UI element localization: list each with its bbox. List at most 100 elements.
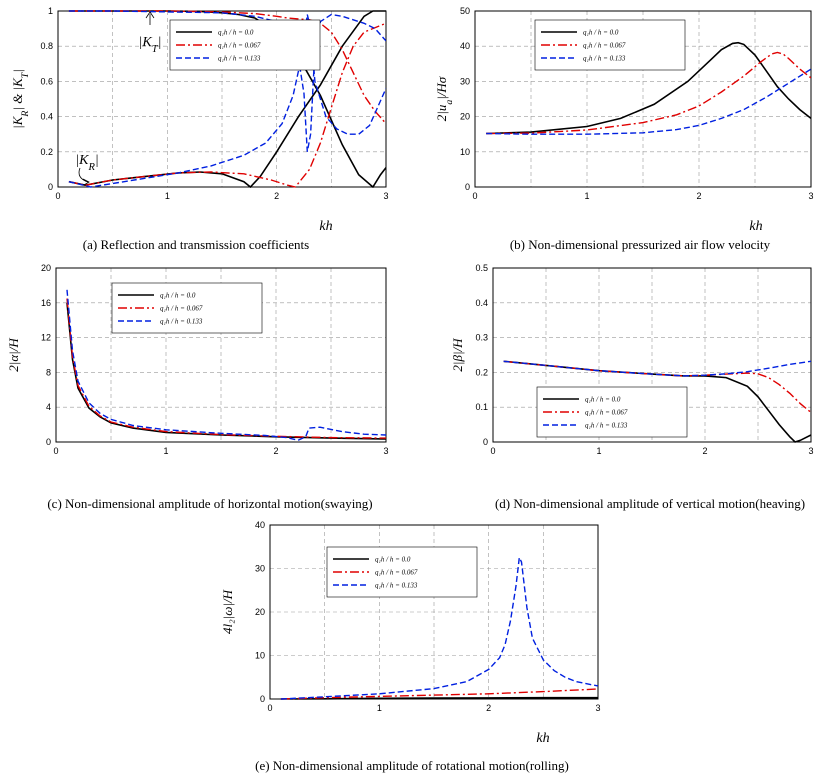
y-axis-label: 2|α|/H — [6, 338, 21, 372]
y-tick-label: 0 — [483, 437, 488, 447]
x-tick-label: 2 — [274, 191, 279, 201]
y-tick-label: 10 — [255, 651, 265, 661]
y-tick-label: 0.1 — [475, 402, 488, 412]
annotation-kr: |KR| — [75, 153, 98, 173]
legend-entry: q₁h / h = 0.133 — [218, 55, 261, 63]
series-line-b-2 — [486, 68, 811, 135]
series-line-e-2 — [280, 555, 598, 700]
caption: (c) Non-dimensional amplitude of horizon… — [47, 496, 372, 511]
x-tick-label: 0 — [55, 191, 60, 201]
legend-box — [326, 546, 478, 598]
series-line-d-2 — [503, 360, 811, 377]
plot-frame — [55, 267, 387, 443]
legend-entry: q₁h / h = 0.133 — [160, 318, 203, 326]
y-tick-label: 40 — [255, 520, 265, 530]
y-tick-label: 16 — [41, 298, 51, 308]
y-tick-label: 4 — [46, 402, 51, 412]
legend: q₁h / h = 0.0 q₁h / h = 0.067 q₁h / h = 0.… — [326, 546, 478, 598]
legend-entry: q₁h / h = 0.133 — [585, 422, 628, 430]
series-line-a-4 — [68, 14, 386, 188]
y-tick-label: 0 — [48, 182, 53, 192]
legend-entry: q₁h / h = 0.067 — [583, 42, 626, 50]
x-tick-label: 3 — [808, 191, 813, 201]
caption: (a) Reflection and transmission coeffici… — [83, 237, 309, 252]
series-line-e-1 — [280, 688, 598, 700]
x-tick-label: 1 — [377, 703, 382, 713]
plot-frame — [57, 10, 387, 188]
y-tick-label: 40 — [460, 41, 470, 51]
x-tick-label: 0 — [472, 191, 477, 201]
series-line-a-2 — [68, 22, 386, 188]
series-line-c-1 — [66, 298, 386, 439]
y-axis-label: 2|ua|/Hσ — [434, 76, 455, 121]
x-tick-label: 0 — [267, 703, 272, 713]
y-axis-label: |KR| & |KT| — [10, 69, 31, 129]
legend-entry: q₁h / h = 0.067 — [160, 305, 203, 313]
legend: q₁h / h = 0.0 q₁h / h = 0.067 q₁h / h = 0.… — [111, 282, 263, 334]
y-tick-label: 20 — [41, 263, 51, 273]
y-tick-label: 0.5 — [475, 263, 488, 273]
legend: q₁h / h = 0.0 q₁h / h = 0.067 q₁h / h = 0.… — [534, 19, 686, 71]
y-tick-label: 0 — [46, 437, 51, 447]
legend: q₁h / h = 0.0 q₁h / h = 0.067 q₁h / h = 0.… — [169, 19, 321, 71]
y-axis-label: 2|β|/H — [450, 338, 465, 372]
legend-entry: q₁h / h = 0.067 — [218, 42, 261, 50]
y-tick-label: 10 — [460, 147, 470, 157]
legend-entry: q₁h / h = 0.0 — [585, 396, 621, 404]
x-tick-label: 2 — [273, 446, 278, 456]
y-tick-label: 0.4 — [475, 298, 488, 308]
chart-d: 0 1 2 3 0 0.1 0.2 0.3 0.4 0.5 2|β|/H (d) Non-dimens… — [450, 263, 814, 511]
annotation-kt: |KT| — [139, 35, 162, 55]
x-tick-label: 3 — [595, 703, 600, 713]
annotations: |KT| |KR| — [75, 11, 162, 186]
legend-entry: q₁h / h = 0.067 — [585, 409, 628, 417]
arrow-kr-head — [82, 178, 90, 186]
series-line-a-5 — [68, 10, 386, 152]
x-tick-label: 2 — [702, 446, 707, 456]
caption: (e) Non-dimensional amplitude of rotatio… — [255, 758, 569, 773]
caption: (d) Non-dimensional amplitude of vertica… — [495, 496, 805, 511]
y-tick-label: 12 — [41, 333, 51, 343]
series-line-b-1 — [486, 51, 811, 135]
plot-frame — [492, 267, 812, 443]
x-axis-label: kh — [536, 731, 549, 746]
y-tick-label: 30 — [460, 76, 470, 86]
series-line-e-0 — [280, 696, 598, 700]
x-tick-label: 1 — [163, 446, 168, 456]
arrow-kr-line — [78, 167, 89, 183]
y-tick-label: 0.6 — [40, 76, 53, 86]
series-line-c-2 — [66, 289, 386, 442]
x-tick-label: 3 — [383, 191, 388, 201]
y-tick-label: 1 — [48, 6, 53, 16]
chart-a: 0 1 2 3 0 0.2 0.4 0.6 0.8 1 |KR| & |KT| kh (a) Refle… — [10, 6, 389, 252]
y-tick-label: 30 — [255, 564, 265, 574]
x-tick-label: 3 — [808, 446, 813, 456]
x-tick-label: 3 — [383, 446, 388, 456]
legend-entry: q₁h / h = 0.067 — [375, 569, 418, 577]
y-tick-label: 0.3 — [475, 333, 488, 343]
y-tick-label: 0.4 — [40, 112, 53, 122]
legend-entry: q₁h / h = 0.0 — [375, 556, 411, 564]
plot-frame — [269, 524, 599, 700]
x-tick-label: 0 — [490, 446, 495, 456]
y-axis-label: 4l₂|ω|/H — [220, 589, 235, 634]
legend: q₁h / h = 0.0 q₁h / h = 0.067 q₁h / h = 0.… — [536, 386, 688, 438]
y-tick-label: 20 — [255, 607, 265, 617]
legend-entry: q₁h / h = 0.0 — [160, 292, 196, 300]
y-tick-label: 0.2 — [475, 367, 488, 377]
caption: (b) Non-dimensional pressurized air flow… — [510, 237, 771, 252]
y-tick-label: 50 — [460, 6, 470, 16]
y-tick-label: 8 — [46, 367, 51, 377]
legend-entry: q₁h / h = 0.0 — [218, 29, 254, 37]
legend-entry: q₁h / h = 0.0 — [583, 29, 619, 37]
x-tick-label: 1 — [584, 191, 589, 201]
y-tick-label: 0 — [260, 694, 265, 704]
x-axis-label: kh — [749, 219, 762, 234]
series-line-b-0 — [486, 41, 811, 135]
y-tick-label: 20 — [460, 112, 470, 122]
arrow-kt-head — [145, 11, 155, 19]
x-tick-label: 2 — [696, 191, 701, 201]
